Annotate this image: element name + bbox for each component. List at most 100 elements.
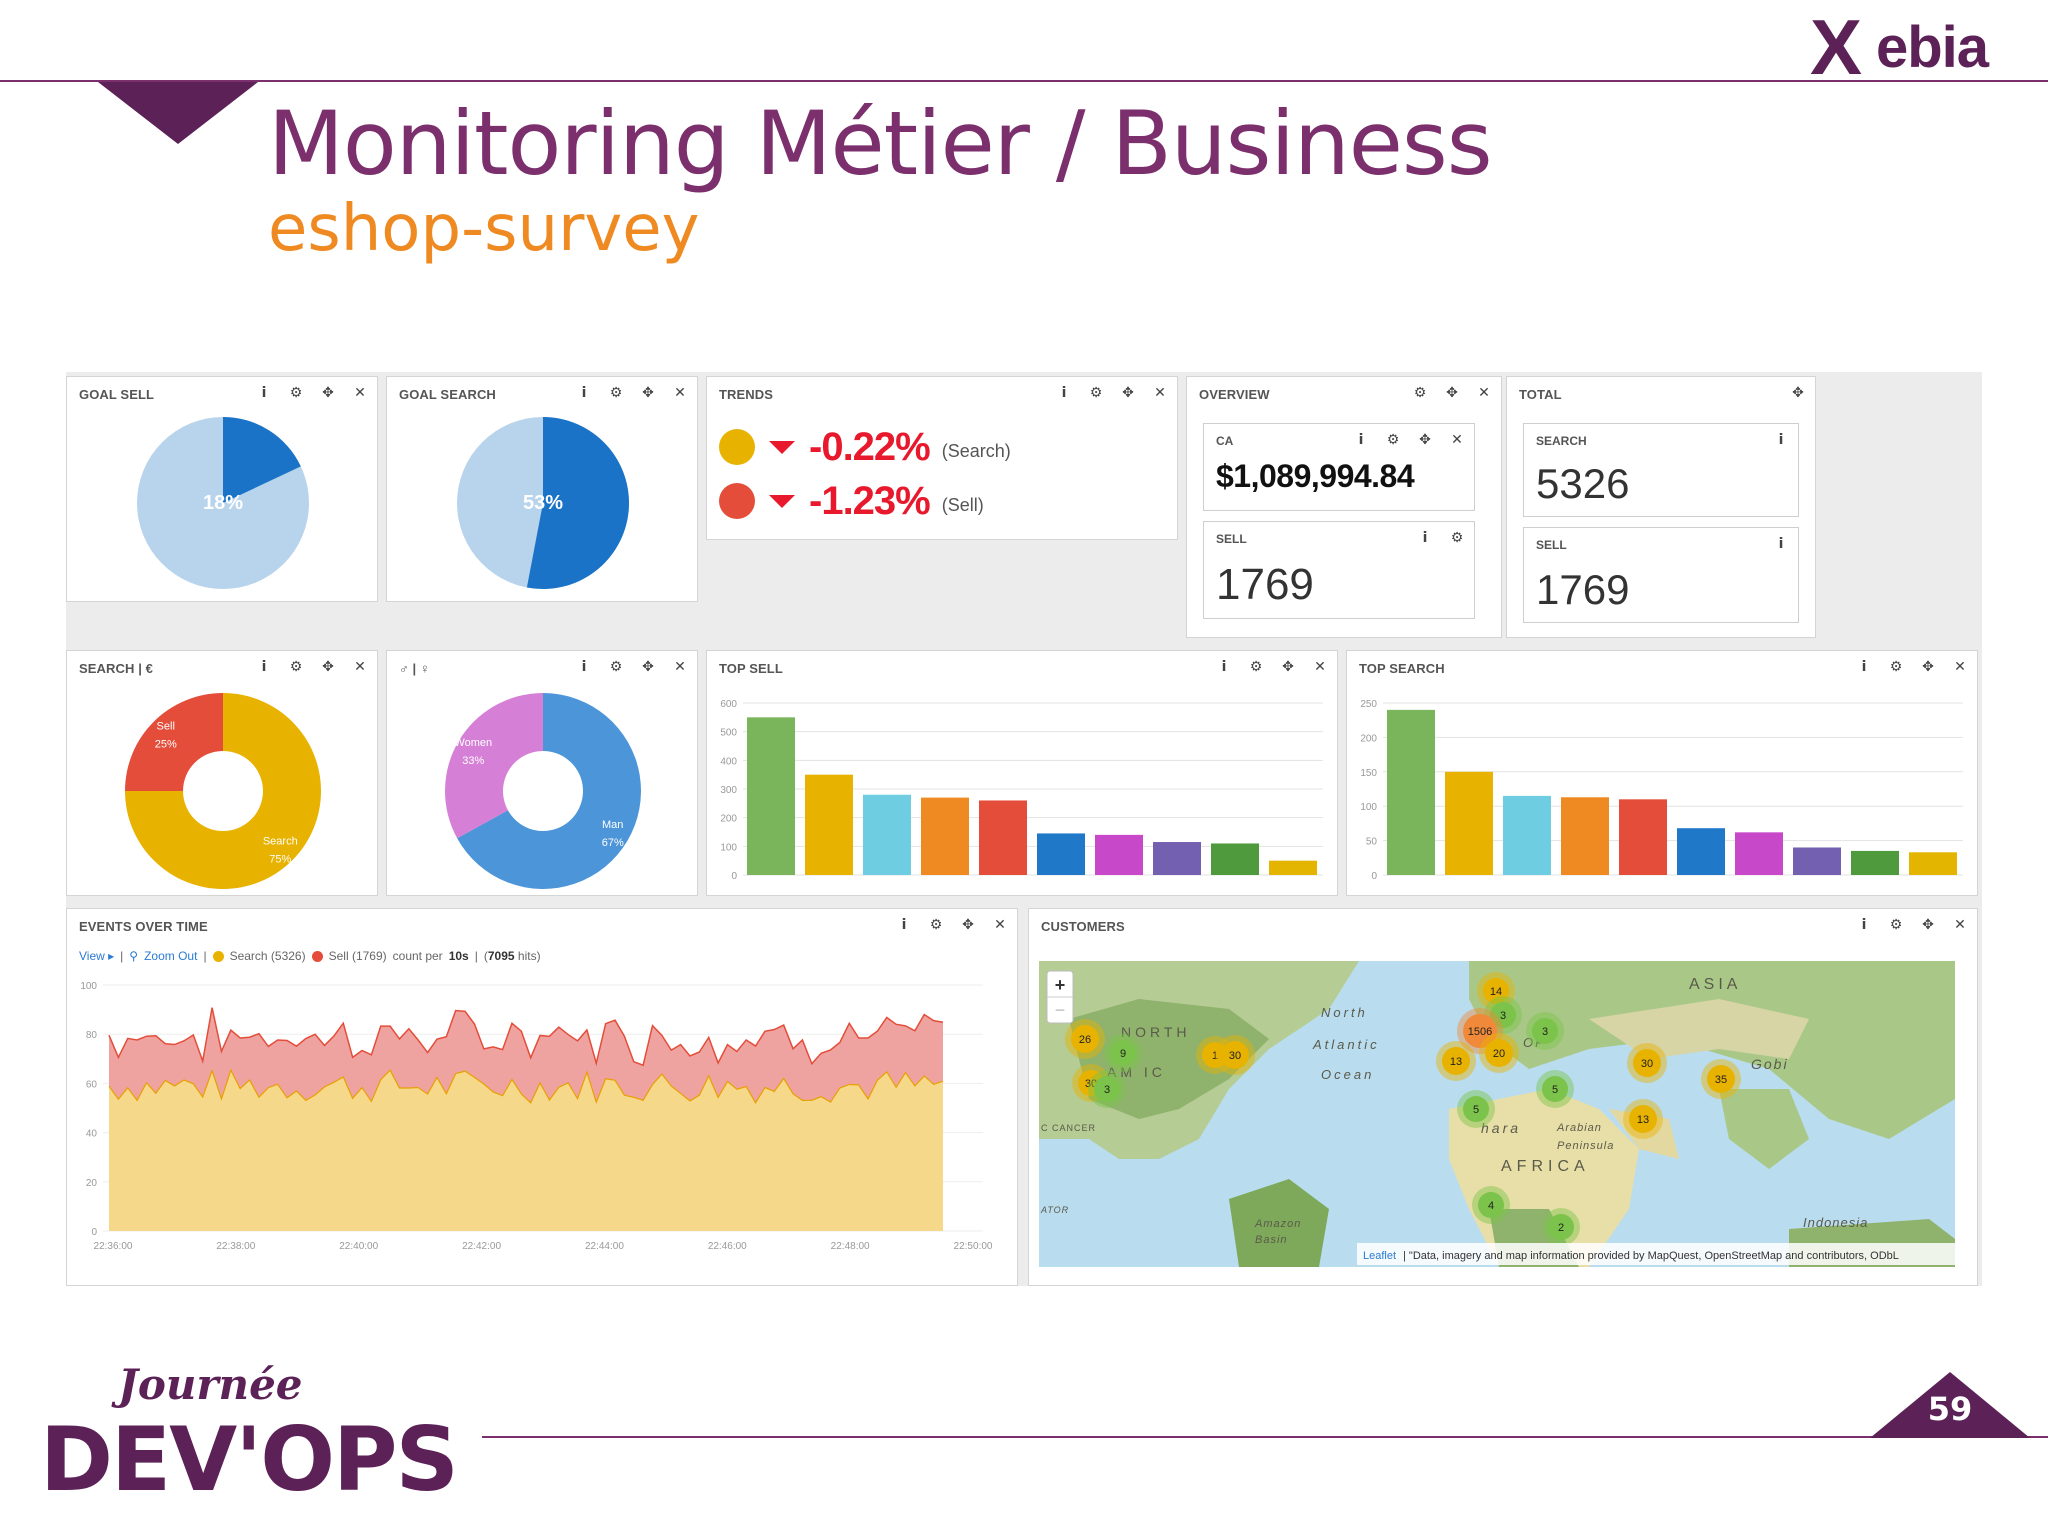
bar[interactable] — [1735, 832, 1783, 875]
gear-icon[interactable]: ⚙ — [1450, 530, 1464, 546]
info-icon[interactable]: i — [1358, 432, 1364, 448]
map-cluster[interactable] — [1110, 1040, 1136, 1066]
map-cluster[interactable] — [1483, 978, 1509, 1004]
close-icon[interactable]: ✕ — [1954, 917, 1966, 933]
bar[interactable] — [921, 797, 969, 875]
bar[interactable] — [1677, 828, 1725, 875]
close-icon[interactable]: ✕ — [1314, 659, 1326, 675]
move-icon[interactable]: ✥ — [642, 385, 654, 401]
gear-icon[interactable]: ⚙ — [1249, 659, 1263, 675]
move-icon[interactable]: ✥ — [1282, 659, 1294, 675]
leaflet-link[interactable]: Leaflet — [1363, 1250, 1396, 1262]
search-zoom-icon[interactable]: ⚲ — [129, 949, 139, 963]
move-icon[interactable]: ✥ — [1122, 385, 1134, 401]
info-icon[interactable]: i — [261, 385, 267, 401]
map-cluster[interactable] — [1532, 1018, 1558, 1044]
donut-slice-search[interactable] — [125, 693, 321, 889]
map-cluster[interactable] — [1478, 1192, 1504, 1218]
gear-icon[interactable]: ⚙ — [1386, 432, 1400, 448]
close-icon[interactable]: ✕ — [354, 659, 366, 675]
info-icon[interactable]: i — [1861, 659, 1867, 675]
bar[interactable] — [1211, 843, 1259, 875]
zoom-out-link[interactable]: Zoom Out — [144, 949, 198, 963]
move-icon[interactable]: ✥ — [1419, 432, 1431, 448]
close-icon[interactable]: ✕ — [1451, 432, 1463, 448]
info-icon[interactable]: i — [1221, 659, 1227, 675]
gear-icon[interactable]: ⚙ — [1889, 917, 1903, 933]
map-cluster[interactable] — [1707, 1065, 1735, 1093]
map-cluster[interactable] — [1094, 1076, 1120, 1102]
info-icon[interactable]: i — [901, 917, 907, 933]
info-icon[interactable]: i — [1422, 530, 1428, 546]
move-icon[interactable]: ✥ — [322, 385, 334, 401]
info-icon[interactable]: i — [581, 659, 587, 675]
gear-icon[interactable]: ⚙ — [289, 659, 303, 675]
move-icon[interactable]: ✥ — [962, 917, 974, 933]
gear-icon[interactable]: ⚙ — [1413, 385, 1427, 401]
info-icon[interactable]: i — [1061, 385, 1067, 401]
gear-icon[interactable]: ⚙ — [1889, 659, 1903, 675]
map-cluster[interactable] — [1542, 1076, 1568, 1102]
gear-icon[interactable]: ⚙ — [1089, 385, 1103, 401]
map-cluster[interactable] — [1463, 1014, 1497, 1048]
info-icon[interactable]: i — [1778, 536, 1784, 552]
bar[interactable] — [1445, 771, 1493, 875]
map-cluster[interactable] — [1633, 1049, 1661, 1077]
donut-slice-sell[interactable] — [125, 693, 223, 791]
pie-slice-goal[interactable] — [526, 417, 629, 589]
customers-map[interactable]: ASIA North Atlantic Ocean NORTH AM IC Gobi hara… — [1029, 909, 1979, 1287]
map-zoom-in-button[interactable]: + — [1055, 975, 1066, 995]
bar[interactable] — [1269, 860, 1317, 875]
info-icon[interactable]: i — [1861, 917, 1867, 933]
bar[interactable] — [1095, 834, 1143, 875]
info-icon[interactable]: i — [1778, 432, 1784, 448]
bar[interactable] — [1153, 842, 1201, 875]
move-icon[interactable]: ✥ — [1446, 385, 1458, 401]
move-icon[interactable]: ✥ — [1922, 917, 1934, 933]
move-icon[interactable]: ✥ — [1922, 659, 1934, 675]
map-cluster[interactable] — [1490, 1002, 1516, 1028]
bar[interactable] — [805, 774, 853, 875]
bar[interactable] — [1561, 797, 1609, 875]
map-cluster[interactable] — [1485, 1039, 1513, 1067]
view-link[interactable]: View ▸ — [79, 949, 115, 963]
gear-icon[interactable]: ⚙ — [609, 659, 623, 675]
map-cluster[interactable] — [1629, 1105, 1657, 1133]
bar[interactable] — [1503, 795, 1551, 875]
close-icon[interactable]: ✕ — [1954, 659, 1966, 675]
map-cluster[interactable] — [1548, 1214, 1574, 1240]
bar[interactable] — [979, 800, 1027, 875]
legend-search[interactable]: Search (5326) — [229, 949, 306, 963]
bar[interactable] — [1909, 852, 1957, 875]
close-icon[interactable]: ✕ — [354, 385, 366, 401]
gear-icon[interactable]: ⚙ — [609, 385, 623, 401]
bar[interactable] — [747, 717, 795, 875]
move-icon[interactable]: ✥ — [322, 659, 334, 675]
map-cluster[interactable] — [1071, 1025, 1099, 1053]
bar[interactable] — [1037, 833, 1085, 875]
close-icon[interactable]: ✕ — [994, 917, 1006, 933]
map-cluster[interactable] — [1463, 1096, 1489, 1122]
bar[interactable] — [1619, 799, 1667, 875]
legend-sell[interactable]: Sell (1769) — [328, 949, 387, 963]
donut-slice-man[interactable] — [457, 693, 641, 889]
move-icon[interactable]: ✥ — [1792, 385, 1804, 401]
bar[interactable] — [1851, 850, 1899, 875]
donut-slice-women[interactable] — [445, 693, 543, 839]
map-cluster[interactable] — [1442, 1047, 1470, 1075]
info-icon[interactable]: i — [581, 385, 587, 401]
map-zoom-out-button[interactable]: − — [1055, 1000, 1066, 1020]
bar[interactable] — [863, 794, 911, 875]
move-icon[interactable]: ✥ — [642, 659, 654, 675]
gear-icon[interactable]: ⚙ — [289, 385, 303, 401]
search-area[interactable] — [109, 1070, 943, 1231]
map-cluster[interactable] — [1202, 1042, 1228, 1068]
map-cluster[interactable] — [1221, 1041, 1249, 1069]
info-icon[interactable]: i — [261, 659, 267, 675]
close-icon[interactable]: ✕ — [1154, 385, 1166, 401]
bar[interactable] — [1387, 709, 1435, 875]
pie-slice-goal[interactable] — [223, 417, 301, 503]
gear-icon[interactable]: ⚙ — [929, 917, 943, 933]
close-icon[interactable]: ✕ — [674, 659, 686, 675]
close-icon[interactable]: ✕ — [674, 385, 686, 401]
